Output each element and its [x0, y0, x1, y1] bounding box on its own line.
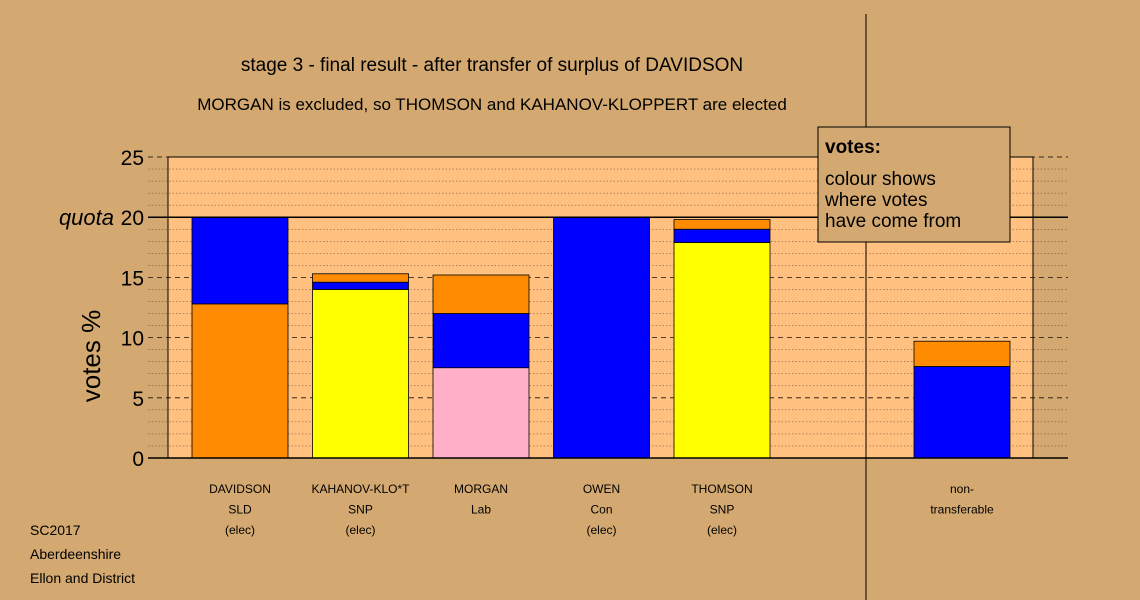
bar-1-segment-yellow: [312, 289, 409, 459]
bar-2-segment-orange: [432, 274, 530, 314]
y-tick-label: 5: [132, 388, 144, 411]
y-tick-label: 20: [121, 207, 144, 230]
non-transferable-panel: [1035, 157, 1068, 458]
bar-2-segment-pink: [432, 367, 530, 459]
category-2-label: MORGAN: [454, 482, 508, 496]
y-axis-labels: 0 5 10 15 20 25: [121, 147, 144, 471]
y-tick-label: 25: [121, 147, 144, 170]
bar-0-segment-blue: [191, 216, 289, 305]
non-transferable-label: non-: [950, 482, 974, 496]
category-0-label: DAVIDSON: [209, 482, 271, 496]
bar-4-segment-blue: [673, 228, 771, 243]
category-1-label: SNP: [348, 503, 373, 517]
category-4-label: (elec): [707, 523, 737, 537]
footer-line-3: Ellon and District: [30, 570, 135, 586]
category-3-label: OWEN: [583, 482, 620, 496]
category-3-label: Con: [590, 503, 612, 517]
category-4-label: SNP: [710, 503, 735, 517]
chart-title: stage 3 - final result - after transfer …: [241, 55, 743, 76]
footer-line-1: SC2017: [30, 522, 81, 538]
legend-line-1: colour shows: [825, 169, 936, 190]
category-2-label: Lab: [471, 503, 491, 517]
bars: [191, 216, 1011, 459]
category-3-label: (elec): [586, 523, 616, 537]
axes: [148, 14, 1068, 600]
category-4-label: THOMSON: [691, 482, 752, 496]
bar-3-segment-blue: [553, 216, 650, 459]
y-tick-label: 0: [132, 448, 144, 471]
bar-0-segment-orange: [191, 303, 289, 459]
quota-label: quota: [59, 205, 114, 230]
non-transferable-label: transferable: [930, 503, 994, 517]
legend-line-3: have come from: [825, 211, 961, 232]
bar-1-segment-blue: [312, 281, 409, 290]
y-tick-label: 10: [121, 328, 144, 351]
x-axis-labels: DAVIDSON SLD (elec) KAHANOV-KLO*T SNP (elec) M…: [209, 482, 994, 537]
category-1-label: KAHANOV-KLO*T: [311, 482, 410, 496]
category-0-label: SLD: [228, 503, 252, 517]
y-axis-title: votes %: [76, 310, 106, 403]
bar-1-segment-orange: [312, 273, 409, 283]
bar-2-segment-blue: [432, 313, 530, 369]
footer-line-2: Aberdeenshire: [30, 546, 121, 562]
bar-4-segment-yellow: [673, 242, 771, 459]
bar-non-transferable-segment-orange: [913, 340, 1011, 367]
category-0-label: (elec): [225, 523, 255, 537]
bar-non-transferable-segment-blue: [913, 366, 1011, 459]
category-1-label: (elec): [345, 523, 375, 537]
legend-line-2: where votes: [824, 190, 927, 211]
legend-title: votes:: [825, 137, 881, 158]
legend: votes: colour shows where votes have com…: [817, 126, 1011, 243]
bar-4-segment-orange: [673, 219, 771, 230]
chart-subtitle: MORGAN is excluded, so THOMSON and KAHAN…: [197, 95, 787, 114]
y-tick-label: 15: [121, 267, 144, 290]
